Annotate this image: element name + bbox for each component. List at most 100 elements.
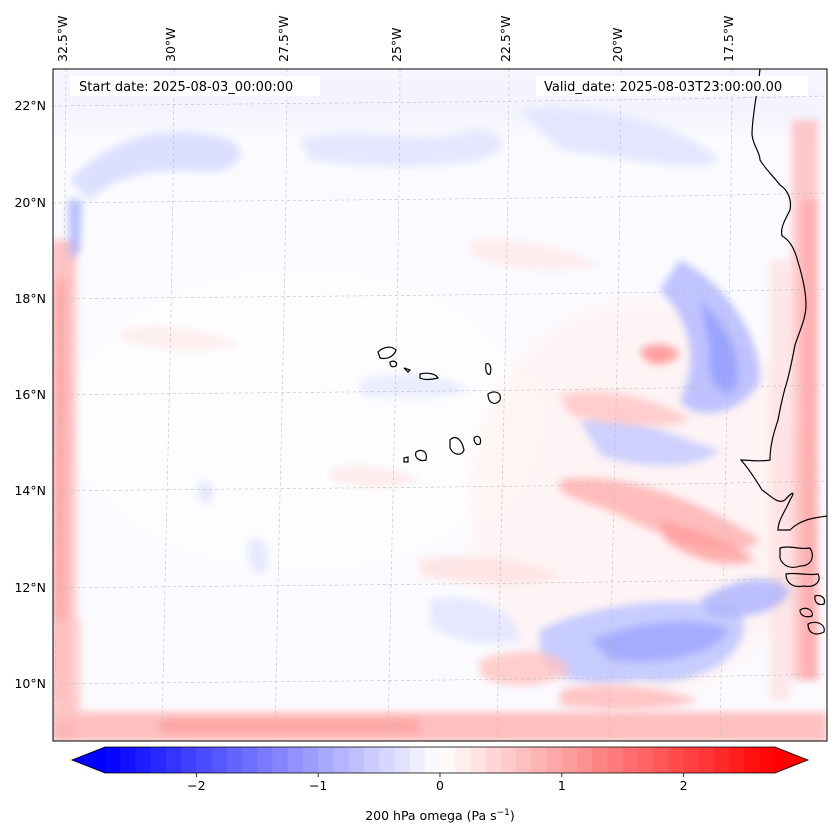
colorbar-step <box>165 747 182 773</box>
meridian-line <box>496 69 510 741</box>
colorbar-step <box>698 747 715 773</box>
meridian-line <box>161 69 175 741</box>
coastlines <box>377 69 827 635</box>
longitude-tick-label: 17.5°W <box>721 16 736 62</box>
latitude-tick-label: 10°N <box>14 676 46 691</box>
colorbar-step <box>622 747 639 773</box>
colorbar-step <box>455 747 471 773</box>
colorbar: −2 −1 0 1 2 200 hPa omega (Pa s−1) <box>70 746 810 823</box>
longitude-tick-label: 27.5°W <box>276 16 291 62</box>
colorbar-step <box>668 747 685 773</box>
meridian-line <box>53 69 67 741</box>
african-coastline <box>739 69 827 531</box>
colorbar-step <box>744 747 761 773</box>
colorbar-step <box>318 747 334 773</box>
colorbar-step <box>759 747 776 773</box>
colorbar-step <box>577 747 593 773</box>
parallel-line <box>53 673 827 685</box>
colorbar-step <box>196 747 213 773</box>
colorbar-step <box>394 747 411 773</box>
valid-date-label: Valid_date: 2025-08-03T23:00:00.00 <box>544 80 782 95</box>
colorbar-tick-label: −1 <box>309 778 327 793</box>
omega-ascent-areas <box>120 239 760 710</box>
parallel-line <box>53 192 827 204</box>
longitude-labels: 32.5°W 30°W 27.5°W 25°W 22.5°W 20°W 17.5°W <box>55 16 736 62</box>
colorbar-step <box>607 747 624 773</box>
colorbar-step <box>714 747 730 773</box>
colorbar-step <box>592 747 608 773</box>
colorbar-step <box>516 747 532 773</box>
colorbar-step <box>409 747 426 773</box>
longitude-tick-label: 32.5°W <box>55 16 70 62</box>
sao-vicente-island <box>389 360 398 368</box>
colorbar-step <box>440 747 456 773</box>
longitude-tick-label: 25°W <box>389 27 404 62</box>
colorbar-step <box>242 747 258 773</box>
colorbar-step <box>181 747 197 773</box>
colorbar-step <box>546 747 563 773</box>
latitude-labels: 22°N 20°N 18°N 16°N 14°N 12°N 10°N <box>14 98 46 691</box>
start-date-label: Start date: 2025-08-03_00:00:00 <box>79 80 293 95</box>
map-frame <box>52 68 828 742</box>
omega-boundary-bands <box>53 120 827 741</box>
start-date-box <box>70 76 320 96</box>
colorbar-step <box>561 747 578 773</box>
colorbar-step <box>333 747 350 773</box>
sal-island <box>485 363 492 375</box>
colorbar-steps <box>105 747 776 773</box>
colorbar-step <box>683 747 700 773</box>
longitude-tick-label: 30°W <box>163 27 178 62</box>
colorbar-step <box>470 747 487 773</box>
colorbar-step <box>120 747 136 773</box>
bijagos-islands-1 <box>799 607 813 618</box>
guinea-bissau-coast <box>779 546 813 569</box>
colorbar-min-extension <box>72 747 105 773</box>
colorbar-step <box>348 747 365 773</box>
colorbar-step <box>653 747 669 773</box>
colorbar-step <box>729 747 746 773</box>
parallel-line <box>53 480 827 492</box>
parallel-line <box>53 577 827 589</box>
colorbar-title: 200 hPa omega (Pa s−1) <box>365 808 515 823</box>
colorbar-tick-label: 1 <box>558 778 566 793</box>
meridian-line <box>274 69 288 741</box>
parallel-line <box>53 95 827 107</box>
colorbar-step <box>485 747 502 773</box>
colorbar-max-extension <box>775 747 808 773</box>
colorbar-outline <box>70 746 810 774</box>
omega-subsidence-areas <box>68 108 790 684</box>
colorbar-step <box>287 747 304 773</box>
meridian-line <box>608 69 622 741</box>
longitude-tick-label: 20°W <box>610 27 625 62</box>
latitude-tick-label: 18°N <box>14 291 46 306</box>
meridian-line <box>387 69 401 741</box>
colorbar-tick-label: −2 <box>187 778 205 793</box>
latitude-tick-label: 14°N <box>14 483 46 498</box>
parallel-line <box>53 288 827 300</box>
colorbar-tick-label: 2 <box>680 778 688 793</box>
parallel-line <box>53 384 827 396</box>
latitude-tick-label: 22°N <box>14 98 46 113</box>
valid-date-box <box>536 76 808 96</box>
sao-nicolau-island <box>419 372 439 381</box>
boa-vista-island <box>487 391 501 404</box>
colorbar-step <box>424 747 441 773</box>
colorbar-step <box>272 747 289 773</box>
guinea-islands <box>785 572 820 588</box>
colorbar-step <box>379 747 395 773</box>
colorbar-step <box>135 747 152 773</box>
colorbar-step <box>257 747 273 773</box>
colorbar-step <box>637 747 654 773</box>
meridian-line <box>719 69 733 741</box>
colorbar-step <box>150 747 167 773</box>
map-panel: Start date: 2025-08-03_00:00:00 Valid_da… <box>14 16 828 742</box>
colorbar-step <box>105 747 121 773</box>
colorbar-step <box>302 747 319 773</box>
santiago-island <box>449 437 465 455</box>
brava-island <box>403 456 409 463</box>
colorbar-ticks: −2 −1 0 1 2 <box>187 773 688 793</box>
bijagos-islands-3 <box>814 594 826 606</box>
santa-luzia-island <box>403 367 412 373</box>
colorbar-tick-label: 0 <box>436 778 444 793</box>
